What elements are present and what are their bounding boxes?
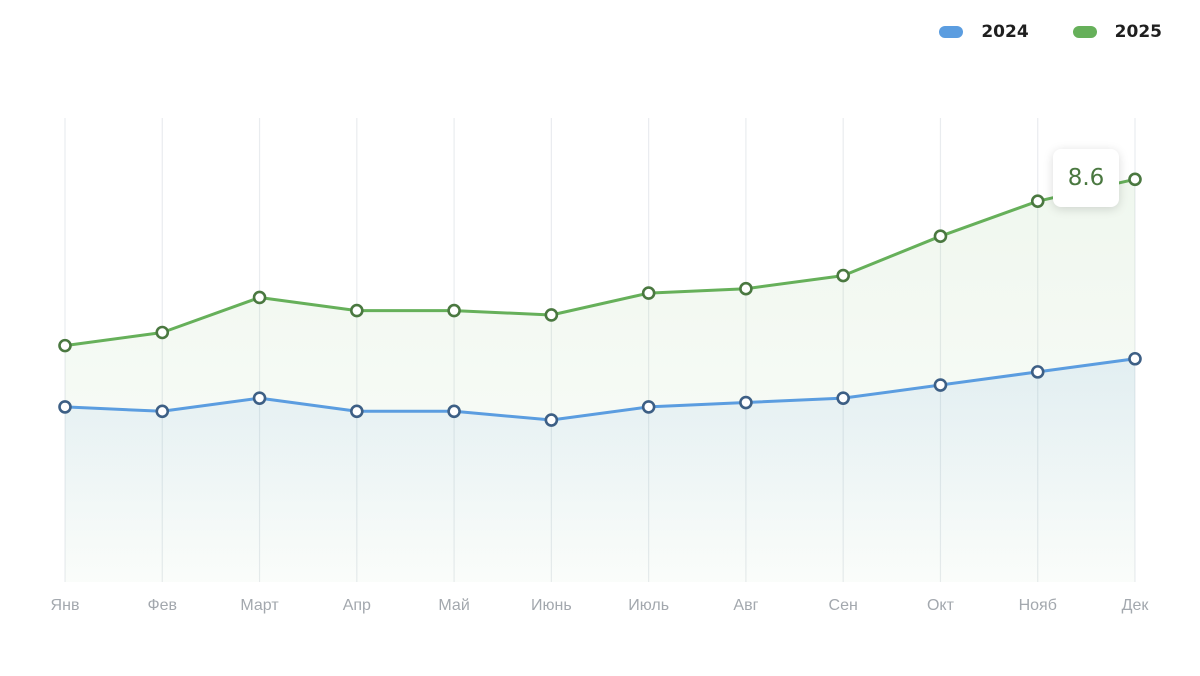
x-tick-label: Май xyxy=(438,597,469,614)
data-point-2025[interactable] xyxy=(739,281,753,296)
legend-item-2024[interactable]: 2024 xyxy=(939,22,1029,42)
data-point-2024[interactable] xyxy=(933,378,948,392)
points xyxy=(58,172,1142,427)
data-point-2024[interactable] xyxy=(252,391,267,405)
data-point-2025[interactable] xyxy=(836,268,850,283)
areas xyxy=(65,179,1135,582)
data-point-2025[interactable] xyxy=(252,290,267,305)
data-point-2024[interactable] xyxy=(836,391,850,405)
x-tick-label: Июль xyxy=(628,597,669,614)
tooltip: 8.6 xyxy=(1053,149,1119,208)
data-point-2024[interactable] xyxy=(1128,351,1142,366)
data-point-2024[interactable] xyxy=(58,400,72,414)
x-tick-label: Дек xyxy=(1122,597,1150,614)
x-tick-label: Март xyxy=(240,597,279,614)
data-point-2025[interactable] xyxy=(933,229,948,243)
x-axis-labels: Янв Фев Март Апр Май Июнь Июль Авг Сен Окт Нояб Дек xyxy=(51,597,1150,614)
data-point-2024[interactable] xyxy=(641,400,656,414)
x-tick-label: Янв xyxy=(51,597,80,614)
data-point-2025[interactable] xyxy=(58,338,72,353)
legend-swatch-2025 xyxy=(1072,26,1097,38)
lines xyxy=(64,177,1136,422)
legend-swatch-2024 xyxy=(939,26,964,38)
data-point-2025[interactable] xyxy=(350,303,364,318)
data-point-2025[interactable] xyxy=(447,303,461,318)
x-tick-label: Фев xyxy=(147,597,177,614)
x-tick-label: Окт xyxy=(927,597,955,614)
series-line-2024 xyxy=(64,357,1136,422)
x-tick-label: Сен xyxy=(829,597,858,614)
legend: 2024 2025 xyxy=(939,22,1162,42)
x-tick-label: Апр xyxy=(343,597,371,614)
data-point-2024[interactable] xyxy=(739,395,753,410)
data-point-2025[interactable] xyxy=(1030,194,1045,208)
legend-item-2025[interactable]: 2025 xyxy=(1072,22,1162,42)
data-point-2024[interactable] xyxy=(1030,365,1045,379)
x-tick-label: Июнь xyxy=(531,597,572,614)
data-point-2025[interactable] xyxy=(1128,172,1142,187)
data-point-2025[interactable] xyxy=(155,325,170,340)
legend-label-2024: 2024 xyxy=(981,22,1029,42)
x-tick-label: Нояб xyxy=(1019,597,1057,614)
data-point-2024[interactable] xyxy=(447,404,461,419)
data-point-2024[interactable] xyxy=(350,404,364,419)
tooltip-value: 8.6 xyxy=(1067,165,1105,192)
data-point-2024[interactable] xyxy=(544,413,559,427)
series-line-2025 xyxy=(64,177,1136,348)
data-point-2024[interactable] xyxy=(155,404,170,419)
x-tick-label: Авг xyxy=(733,597,758,614)
area-2024 xyxy=(65,358,1135,582)
legend-label-2025: 2025 xyxy=(1114,22,1162,42)
data-point-2025[interactable] xyxy=(544,308,559,322)
data-point-2025[interactable] xyxy=(641,286,656,300)
